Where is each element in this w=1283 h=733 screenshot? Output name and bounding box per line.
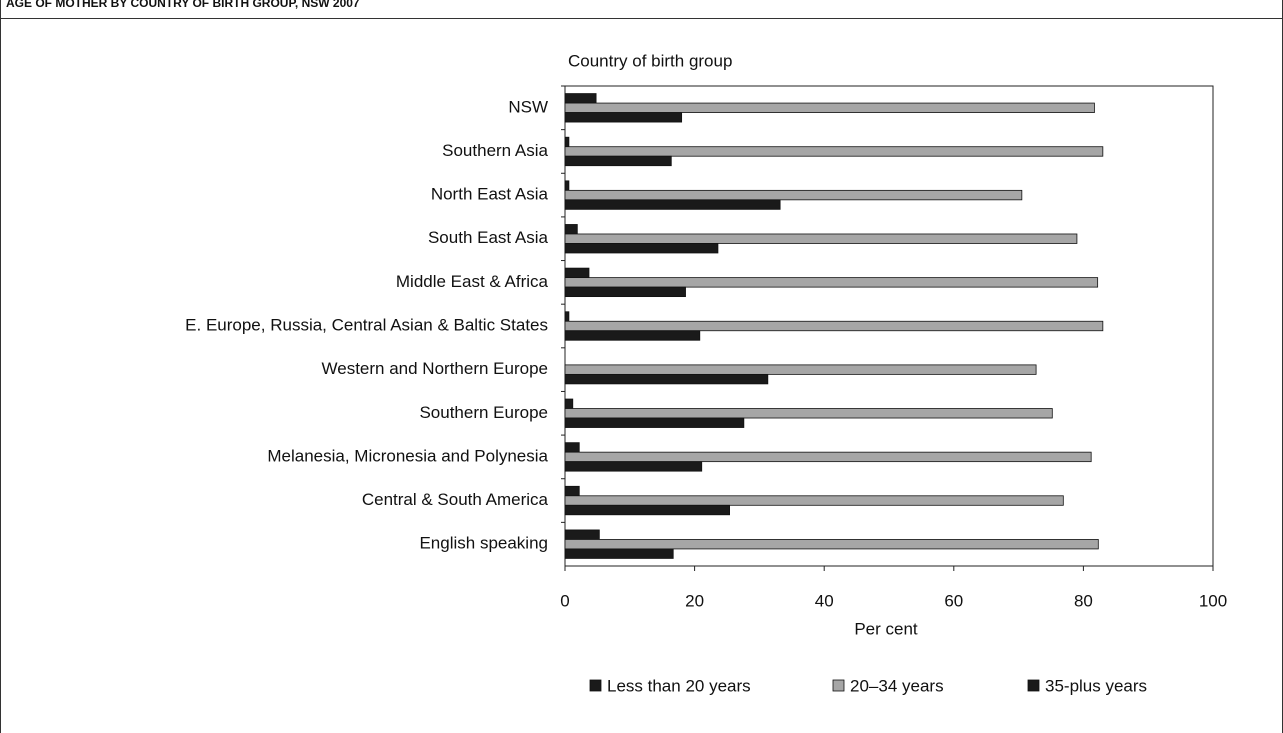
legend-swatch [1027, 679, 1040, 692]
y-tick-label: English speaking [419, 534, 548, 553]
bar [564, 286, 686, 298]
bar [564, 398, 574, 409]
bar [564, 495, 1064, 506]
y-tick-label: South East Asia [428, 228, 549, 247]
x-tick-label: 20 [685, 591, 704, 610]
bar [564, 364, 1037, 375]
chart-title: AGE OF MOTHER BY COUNTRY OF BIRTH GROUP,… [6, 0, 360, 10]
bar [564, 373, 769, 385]
bar [564, 504, 730, 516]
bar [564, 112, 683, 123]
bar [564, 224, 578, 235]
bar [564, 320, 1104, 332]
bar [564, 267, 590, 279]
bar [564, 408, 1053, 419]
bar [564, 233, 1078, 244]
legend-label: Less than 20 years [607, 676, 751, 695]
bar [564, 102, 1095, 113]
legend-swatch [832, 679, 845, 692]
bar [564, 243, 719, 254]
bar [564, 199, 781, 210]
legend-swatch [589, 679, 602, 692]
y-tick-label: NSW [508, 97, 548, 116]
y-tick-label: Central & South America [362, 490, 549, 509]
x-axis-title: Per cent [854, 619, 918, 638]
legend-label: 20–34 years [850, 676, 944, 695]
bar [564, 155, 672, 167]
bar [564, 330, 701, 341]
y-tick-label: Western and Northern Europe [322, 359, 548, 378]
bar [564, 539, 1099, 550]
y-axis-title: Country of birth group [568, 51, 732, 70]
bar [564, 93, 597, 104]
bar [564, 277, 1099, 288]
bar [564, 529, 600, 540]
x-tick-label: 80 [1074, 591, 1093, 610]
bar [564, 485, 580, 497]
bar [564, 461, 703, 472]
bar [564, 189, 1023, 201]
legend-label: 35-plus years [1045, 676, 1147, 695]
bar [564, 451, 1092, 463]
x-tick-label: 60 [944, 591, 963, 610]
x-tick-label: 0 [560, 591, 569, 610]
bar [564, 146, 1104, 157]
bar [564, 417, 745, 428]
x-tick-label: 100 [1199, 591, 1227, 610]
bar [564, 442, 580, 453]
bar [564, 311, 570, 322]
y-tick-label: North East Asia [431, 185, 549, 204]
bar [564, 180, 570, 191]
y-tick-label: E. Europe, Russia, Central Asian & Balti… [185, 315, 548, 334]
y-tick-label: Southern Asia [442, 141, 548, 160]
bar [564, 136, 570, 148]
y-tick-label: Middle East & Africa [396, 272, 549, 291]
bar [564, 548, 674, 559]
y-tick-label: Melanesia, Micronesia and Polynesia [267, 446, 548, 465]
y-tick-label: Southern Europe [419, 403, 548, 422]
x-tick-label: 40 [815, 591, 834, 610]
